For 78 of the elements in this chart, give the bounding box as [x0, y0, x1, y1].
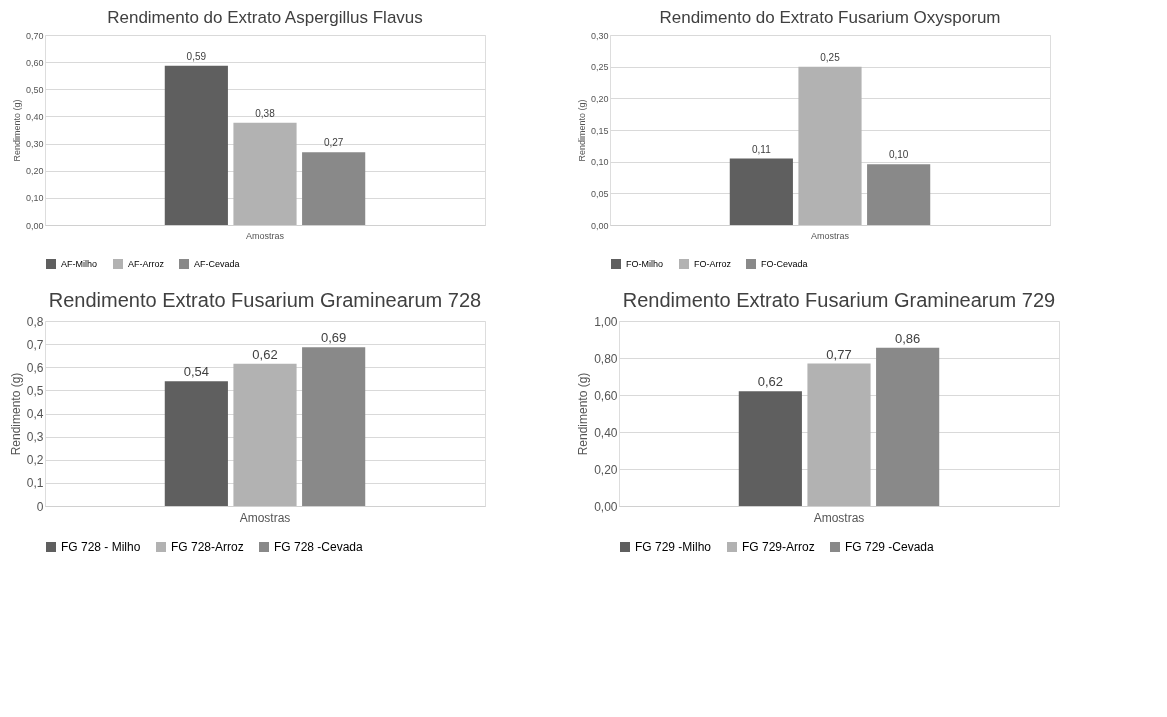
- chart-title: Rendimento Extrato Fusarium Graminearum 729: [622, 289, 1056, 311]
- y-tick-label: 0,15: [590, 125, 609, 136]
- bar: [729, 158, 793, 225]
- data-label: 0,86: [895, 330, 921, 346]
- y-tick-label: 0,30: [590, 30, 609, 41]
- x-tick-label: Amostras: [810, 230, 850, 241]
- y-tick-label: 0: [36, 499, 44, 514]
- data-label: 0,59: [186, 50, 207, 62]
- y-tick-label: 0,00: [590, 220, 609, 231]
- y-axis-title: Rendimento (g): [576, 99, 587, 162]
- y-tick-label: 0,40: [594, 425, 618, 440]
- bar: [798, 66, 862, 225]
- bar: [807, 363, 871, 506]
- legend-label: FG 728-Arroz: [171, 540, 244, 554]
- y-tick-label: 0,00: [25, 220, 44, 231]
- bar: [867, 164, 931, 225]
- data-label: 0,69: [321, 330, 347, 346]
- y-axis-title: Rendimento (g): [8, 372, 23, 456]
- data-label: 0,25: [820, 51, 841, 63]
- y-tick-label: 0,70: [25, 30, 44, 41]
- bar: [233, 122, 297, 225]
- bar: [738, 391, 802, 506]
- legend-label: FG 729 -Milho: [635, 540, 712, 554]
- y-tick-label: 0,20: [594, 462, 618, 477]
- y-tick-label: 0,2: [26, 453, 44, 468]
- y-tick-label: 0,7: [26, 337, 44, 352]
- y-tick-label: 0,1: [26, 476, 44, 491]
- legend-label: AF-Arroz: [128, 259, 165, 269]
- y-tick-label: 0,10: [590, 157, 609, 168]
- data-label: 0,11: [751, 143, 772, 155]
- data-label: 0,27: [323, 137, 344, 149]
- data-label: 0,62: [757, 374, 783, 390]
- y-tick-label: 0,30: [25, 139, 44, 150]
- bar: [164, 381, 228, 506]
- chart-title: Rendimento do Extrato Fusarium Oxysporum: [659, 8, 1001, 27]
- y-tick-label: 0,60: [25, 57, 44, 68]
- y-tick-label: 0,50: [25, 84, 44, 95]
- y-tick-label: 0,6: [26, 360, 44, 375]
- legend-label: FG 729-Arroz: [742, 540, 815, 554]
- y-tick-label: 1,00: [594, 314, 618, 329]
- data-label: 0,54: [183, 364, 209, 380]
- legend-label: FO-Milho: [626, 259, 664, 269]
- bar: [233, 363, 297, 506]
- y-tick-label: 0,4: [26, 407, 44, 421]
- y-axis-title: Rendimento (g): [576, 372, 591, 456]
- bar: [164, 65, 228, 225]
- y-tick-label: 0,05: [590, 188, 609, 199]
- legend-label: FO-Cevada: [761, 259, 808, 269]
- y-tick-label: 0,40: [25, 111, 44, 122]
- x-tick-label: Amostras: [239, 510, 291, 525]
- y-tick-label: 0,60: [594, 388, 618, 403]
- y-tick-label: 0,80: [594, 351, 618, 366]
- y-tick-label: 0,10: [25, 193, 44, 204]
- data-label: 0,38: [255, 107, 276, 119]
- legend-label: FG 729 -Cevada: [845, 540, 935, 554]
- data-label: 0,62: [252, 346, 278, 362]
- y-tick-label: 0,20: [25, 166, 44, 177]
- bar: [302, 152, 366, 225]
- x-tick-label: Amostras: [245, 230, 285, 241]
- legend-label: FG 728 -Cevada: [274, 540, 364, 554]
- x-tick-label: Amostras: [813, 510, 865, 525]
- legend-label: AF-Milho: [61, 259, 98, 269]
- bar: [302, 347, 366, 506]
- legend-label: AF-Cevada: [194, 259, 240, 269]
- y-tick-label: 0,25: [590, 62, 609, 73]
- chart-title: Rendimento Extrato Fusarium Graminearum 728: [48, 289, 482, 311]
- y-tick-label: 0,00: [594, 499, 618, 514]
- y-tick-label: 0,3: [26, 430, 44, 445]
- legend-label: FO-Arroz: [694, 259, 732, 269]
- y-tick-label: 0,8: [26, 314, 44, 329]
- legend-label: FG 728 - Milho: [61, 540, 141, 554]
- chart-title: Rendimento do Extrato Aspergillus Flavus: [107, 8, 423, 27]
- y-tick-label: 0,20: [590, 93, 609, 104]
- bar: [876, 347, 940, 506]
- y-tick-label: 0,5: [26, 383, 44, 398]
- y-axis-title: Rendimento (g): [11, 99, 22, 162]
- data-label: 0,10: [888, 149, 909, 161]
- data-label: 0,77: [826, 346, 852, 362]
